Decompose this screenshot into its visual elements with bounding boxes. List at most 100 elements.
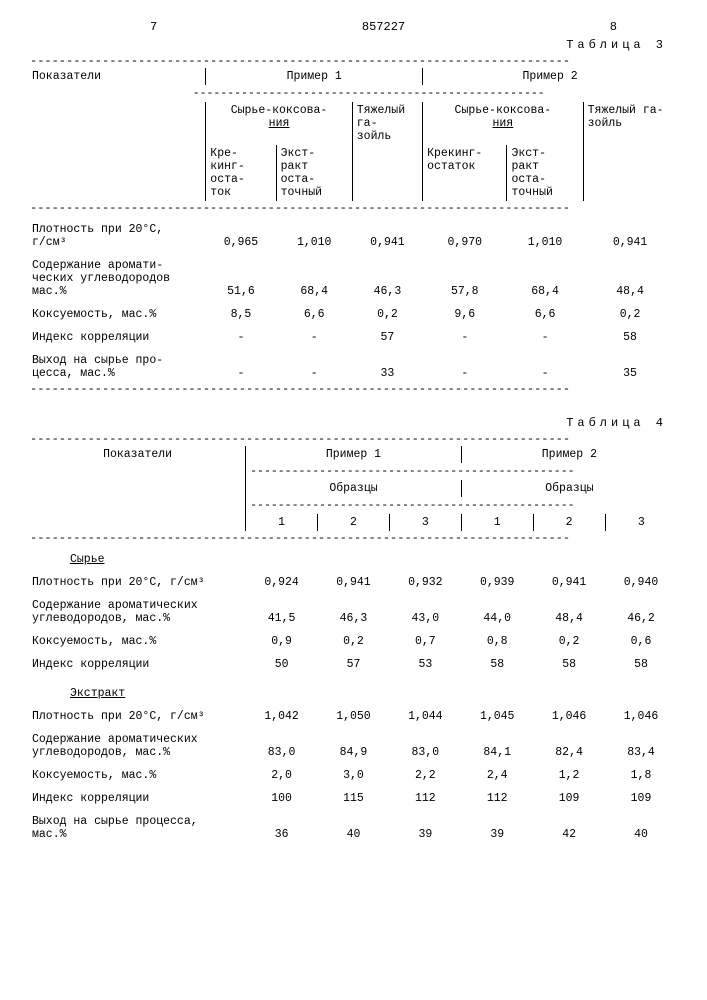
cell: 83,0: [389, 731, 461, 761]
cell: -: [276, 352, 352, 382]
table-row: Коксуемость, мас.% 0,9 0,2 0,7 0,8 0,2 0…: [30, 633, 677, 650]
table-row: Индекс корреляции - - 57 - - 58: [30, 329, 677, 346]
row-label: Выход на сырье процесса,мас.%: [30, 813, 246, 843]
section-extract: Экстракт: [30, 685, 677, 702]
table4-head: Показатели Пример 1 Пример 2 -----------…: [30, 446, 677, 531]
table-row: Индекс корреляции 100 115 112 112 109 10…: [30, 790, 677, 807]
cell: 0,2: [533, 633, 605, 650]
cell: 3,0: [318, 767, 390, 784]
th-s3b: 3: [605, 514, 677, 531]
cell: 109: [605, 790, 677, 807]
th-s2b: 2: [533, 514, 605, 531]
cell: 0,941: [318, 574, 390, 591]
table3: Показатели Пример 1 Пример 2 -----------…: [30, 68, 677, 201]
cell: 0,2: [583, 306, 677, 323]
cell: -: [276, 329, 352, 346]
page-num-left: 7: [150, 20, 157, 34]
doc-number: 857227: [362, 20, 405, 34]
th-samples2: Образцы: [461, 480, 677, 497]
cell: 1,044: [389, 708, 461, 725]
cell: 36: [246, 813, 318, 843]
cell: 2,0: [246, 767, 318, 784]
cell: 6,6: [276, 306, 352, 323]
th-s2: 2: [318, 514, 390, 531]
cell: 0,941: [533, 574, 605, 591]
cell: -: [507, 352, 583, 382]
row-label: Индекс корреляции: [30, 790, 246, 807]
th-crack1: Кре-кинг-оста-ток: [206, 145, 276, 201]
cell: 43,0: [389, 597, 461, 627]
cell: 39: [389, 813, 461, 843]
cell: 84,1: [461, 731, 533, 761]
dash-line: ----------------------------------------…: [250, 465, 673, 478]
cell: 0,965: [206, 221, 276, 251]
cell: 1,045: [461, 708, 533, 725]
cell: 115: [318, 790, 390, 807]
cell: 1,046: [533, 708, 605, 725]
dash-line: ----------------------------------------…: [30, 382, 677, 396]
cell: 9,6: [423, 306, 507, 323]
cell: 0,2: [352, 306, 422, 323]
th-indicators: Показатели: [30, 68, 206, 85]
cell: -: [423, 352, 507, 382]
cell: 2,4: [461, 767, 533, 784]
row-label: Плотность при 20°С, г/см³: [30, 574, 246, 591]
cell: 44,0: [461, 597, 533, 627]
cell: 46,3: [352, 257, 422, 300]
cell: -: [206, 352, 276, 382]
cell: 0,970: [423, 221, 507, 251]
cell: 42: [533, 813, 605, 843]
cell: 58: [583, 329, 677, 346]
page-header: 7 857227 8: [30, 20, 677, 34]
row-label: Плотность при 20°С,г/см³: [30, 221, 206, 251]
row-label: Коксуемость, мас.%: [30, 633, 246, 650]
th-indicators: Показатели: [30, 446, 246, 463]
cell: 0,924: [246, 574, 318, 591]
cell: 0,939: [461, 574, 533, 591]
row-label: Содержание ароматическихуглеводородов, м…: [30, 597, 246, 627]
cell: 40: [318, 813, 390, 843]
table-row: Индекс корреляции 50 57 53 58 58 58: [30, 656, 677, 673]
table3-body: Плотность при 20°С,г/см³ 0,965 1,010 0,9…: [30, 215, 677, 382]
row-label: Содержание ароматическихуглеводородов, м…: [30, 731, 246, 761]
cell: 35: [583, 352, 677, 382]
cell: 58: [461, 656, 533, 673]
cell: 33: [352, 352, 422, 382]
cell: 109: [533, 790, 605, 807]
cell: 0,941: [352, 221, 422, 251]
th-ex1: Пример 1: [246, 446, 462, 463]
cell: 82,4: [533, 731, 605, 761]
th-rawcoke: Сырье-коксова-ния: [206, 102, 352, 145]
row-label: Содержание аромати-ческих углеводородовм…: [30, 257, 206, 300]
cell: 1,010: [507, 221, 583, 251]
cell: 83,4: [605, 731, 677, 761]
th-extract2: Экст-рактоста-точный: [507, 145, 583, 201]
table4-caption: Таблица 4: [30, 416, 677, 430]
dash-line: ----------------------------------------…: [30, 432, 677, 446]
cell: 68,4: [507, 257, 583, 300]
cell: 68,4: [276, 257, 352, 300]
cell: 46,2: [605, 597, 677, 627]
cell: 0,941: [583, 221, 677, 251]
dash-line: ----------------------------------------…: [30, 531, 677, 545]
cell: 112: [389, 790, 461, 807]
cell: 48,4: [583, 257, 677, 300]
row-label: Индекс корреляции: [30, 656, 246, 673]
page-num-right: 8: [610, 20, 617, 34]
row-label: Коксуемость, мас.%: [30, 767, 246, 784]
row-label: Индекс корреляции: [30, 329, 206, 346]
table-row: Содержание ароматическихуглеводородов, м…: [30, 731, 677, 761]
dash-line: ----------------------------------------…: [250, 499, 673, 512]
cell: 1,050: [318, 708, 390, 725]
cell: 51,6: [206, 257, 276, 300]
table-row: Коксуемость, мас.% 8,5 6,6 0,2 9,6 6,6 0…: [30, 306, 677, 323]
cell: 0,6: [605, 633, 677, 650]
th-samples1: Образцы: [246, 480, 462, 497]
dash-line: ----------------------------------------…: [34, 87, 673, 100]
cell: 53: [389, 656, 461, 673]
cell: 58: [605, 656, 677, 673]
th-extract1: Экст-рактоста-точный: [276, 145, 352, 201]
row-label: Выход на сырье про-цесса, мас.%: [30, 352, 206, 382]
row-label: Плотность при 20°С, г/см³: [30, 708, 246, 725]
th-heavy1: Тяжелый га-зойль: [352, 102, 422, 145]
